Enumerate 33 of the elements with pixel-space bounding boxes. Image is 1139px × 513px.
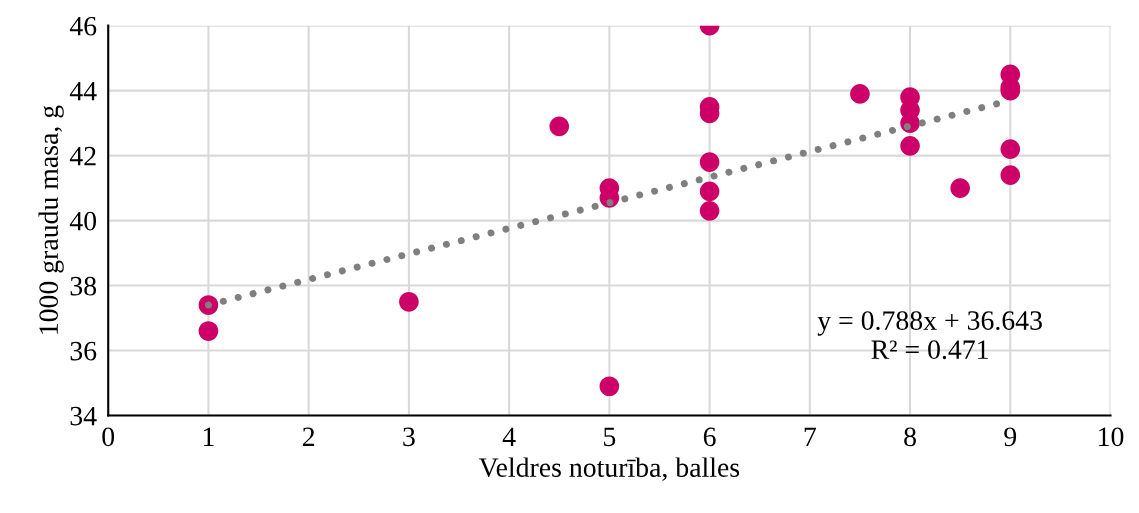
x-tick-label: 3 (403, 427, 415, 447)
point (950, 178, 970, 198)
point (1000, 165, 1021, 185)
x-tick-label: 5 (604, 427, 616, 447)
point (699, 201, 720, 221)
y-tick-label: 46 (69, 16, 97, 36)
y-tick-label: 44 (69, 81, 97, 101)
x-axis-title: Veldres noturība, balles (478, 457, 740, 481)
point (549, 116, 570, 137)
x-tick-label: 4 (502, 427, 516, 446)
point (599, 376, 620, 397)
y-tick-label: 38 (70, 276, 97, 296)
x-tick-label: 10 (1099, 427, 1124, 447)
x-tick-label: 9 (1004, 427, 1017, 447)
y-tick-label: 34 (70, 406, 97, 426)
point (198, 321, 219, 341)
x-tick-label: 8 (904, 427, 916, 447)
point (1000, 139, 1021, 159)
point (699, 152, 720, 172)
x-tick-label: 6 (703, 427, 716, 447)
point (399, 291, 419, 312)
point (900, 136, 920, 156)
annotation: y = 0.788x + 36.643 R² = 0.471 (817, 311, 1042, 360)
x-tick-label: 0 (102, 427, 115, 447)
y-axis-title: 1000 graudu masa, g (38, 105, 64, 334)
x-tick-label: 1 (203, 427, 214, 446)
y-tick-label: 42 (69, 146, 96, 166)
point (699, 181, 720, 202)
x-tick-label: 7 (804, 427, 816, 446)
point (850, 84, 870, 104)
x-tick-label: 2 (302, 427, 315, 446)
y-tick-label: 40 (69, 211, 97, 231)
y-tick-label: 36 (70, 341, 97, 361)
